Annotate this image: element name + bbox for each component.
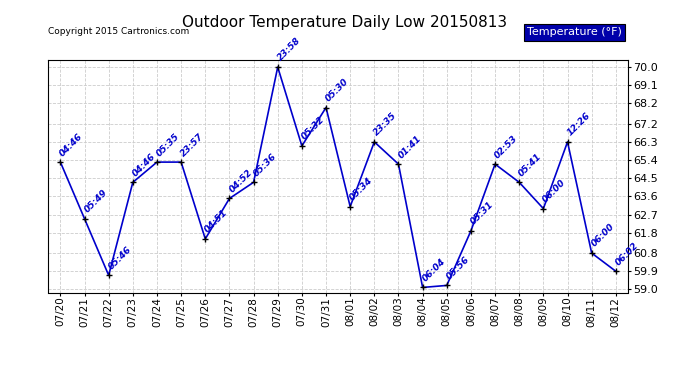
Text: 06:02: 06:02 [613,240,640,267]
Text: 06:04: 06:04 [420,256,447,283]
Text: 01:41: 01:41 [396,134,423,160]
Text: 05:41: 05:41 [517,152,544,178]
Text: 05:30: 05:30 [324,77,351,104]
Text: 05:31: 05:31 [469,200,495,226]
Text: Temperature (°F): Temperature (°F) [527,27,622,38]
Text: 05:32: 05:32 [299,115,326,142]
Text: 12:26: 12:26 [565,111,592,138]
Text: 04:46: 04:46 [130,152,157,178]
Text: 05:49: 05:49 [82,188,109,214]
Text: 06:00: 06:00 [589,222,616,249]
Text: 23:35: 23:35 [372,111,399,138]
Text: 02:53: 02:53 [493,134,520,160]
Text: 04:46: 04:46 [58,131,85,158]
Text: 06:00: 06:00 [541,178,568,204]
Text: 05:36: 05:36 [251,152,278,178]
Text: 05:56: 05:56 [444,255,471,281]
Text: Outdoor Temperature Daily Low 20150813: Outdoor Temperature Daily Low 20150813 [182,15,508,30]
Text: 04:52: 04:52 [227,168,254,194]
Text: 05:34: 05:34 [348,176,375,203]
Text: Copyright 2015 Cartronics.com: Copyright 2015 Cartronics.com [48,27,190,36]
Text: 23:58: 23:58 [275,36,302,63]
Text: 04:51: 04:51 [203,208,230,235]
Text: 05:35: 05:35 [155,131,181,158]
Text: 05:46: 05:46 [106,244,133,271]
Text: 23:57: 23:57 [179,131,206,158]
